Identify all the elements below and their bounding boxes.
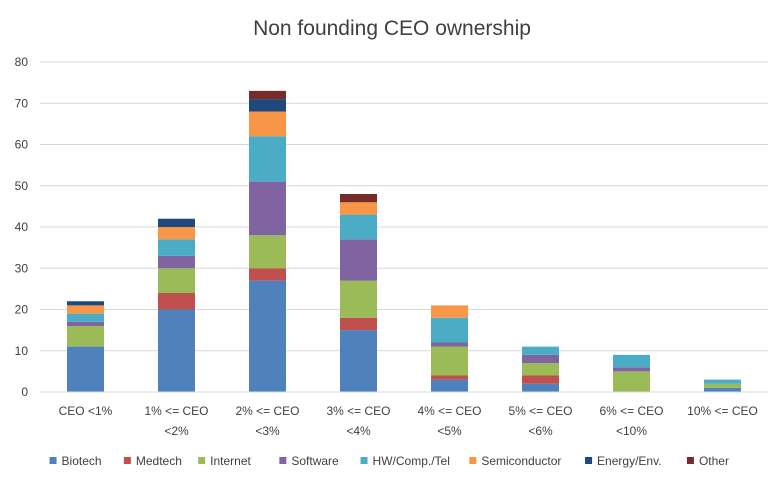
bar-segment bbox=[340, 330, 377, 392]
x-tick-label: 5% <= CEO bbox=[508, 404, 572, 418]
bars bbox=[67, 90, 741, 392]
bar-segment bbox=[67, 326, 104, 347]
bar-segment bbox=[522, 354, 559, 364]
bar-segment bbox=[704, 379, 741, 384]
x-tick-label: <6% bbox=[528, 424, 553, 438]
bar-segment bbox=[522, 346, 559, 355]
y-tick-label: 50 bbox=[15, 179, 29, 193]
bar-segment bbox=[340, 194, 377, 203]
legend-swatch bbox=[686, 457, 694, 464]
bar-segment bbox=[431, 317, 468, 343]
bar-segment bbox=[431, 379, 468, 392]
x-tick-label: CEO <1% bbox=[59, 404, 113, 418]
bar-segment bbox=[158, 309, 195, 392]
bar-segment bbox=[340, 317, 377, 331]
legend-swatch bbox=[360, 457, 368, 464]
legend-label: Software bbox=[291, 454, 339, 468]
bar-segment bbox=[522, 375, 559, 384]
x-tick-label: 6% <= CEO bbox=[599, 404, 663, 418]
bar-segment bbox=[249, 268, 286, 281]
bar-segment bbox=[704, 387, 741, 392]
x-tick-label: <10% bbox=[616, 424, 647, 438]
bar-segment bbox=[340, 202, 377, 215]
legend-label: Energy/Env. bbox=[597, 454, 661, 468]
legend-label: Internet bbox=[210, 454, 251, 468]
bar-segment bbox=[522, 383, 559, 392]
bar-segment bbox=[613, 367, 650, 372]
bar-segment bbox=[340, 214, 377, 240]
legend-swatch bbox=[49, 457, 57, 464]
axes: 0 10 20 30 40 50 60 70 80 CEO <1% 1% <= CEO <2% 2% <… bbox=[15, 55, 768, 438]
bar-segment bbox=[158, 268, 195, 293]
x-tick-label: 1% <= CEO bbox=[144, 404, 208, 418]
legend-swatch bbox=[585, 457, 593, 464]
legend-swatch bbox=[198, 457, 206, 464]
x-tick-label: 10% <= CEO bbox=[687, 404, 758, 418]
bar-segment bbox=[704, 383, 741, 388]
bar-segment bbox=[249, 99, 286, 112]
legend-label: Other bbox=[699, 454, 729, 468]
bar-segment bbox=[522, 363, 559, 376]
gridlines bbox=[40, 61, 768, 352]
bar-segment bbox=[158, 293, 195, 310]
y-tick-label: 60 bbox=[15, 138, 29, 152]
bar-segment bbox=[158, 239, 195, 256]
bar-segment bbox=[340, 239, 377, 281]
legend-label: Biotech bbox=[62, 454, 102, 468]
bar-segment bbox=[340, 280, 377, 318]
x-tick-label: 4% <= CEO bbox=[417, 404, 481, 418]
x-tick-label: <4% bbox=[346, 424, 371, 438]
bar-segment bbox=[67, 346, 104, 392]
y-tick-label: 80 bbox=[15, 55, 29, 69]
legend-label: Medtech bbox=[136, 454, 182, 468]
legend-swatch bbox=[279, 457, 287, 464]
chart-title: Non founding CEO ownership bbox=[253, 17, 531, 40]
y-tick-label: 30 bbox=[15, 261, 29, 275]
bar-segment bbox=[67, 301, 104, 306]
legend-swatch bbox=[123, 457, 131, 464]
legend: Biotech Medtech Internet Software HW/Comp./T… bbox=[49, 454, 729, 468]
bar-segment bbox=[249, 90, 286, 100]
bar-segment bbox=[67, 321, 104, 326]
y-tick-label: 10 bbox=[15, 344, 29, 358]
bar-segment bbox=[67, 305, 104, 314]
bar-segment bbox=[431, 342, 468, 347]
x-tick-label: <2% bbox=[164, 424, 189, 438]
bar-segment bbox=[158, 218, 195, 227]
bar-segment bbox=[431, 305, 468, 318]
bar-segment bbox=[249, 136, 286, 182]
bar-segment bbox=[249, 111, 286, 137]
bar-segment bbox=[158, 227, 195, 240]
y-tick-label: 0 bbox=[21, 385, 28, 399]
x-tick-label: <5% bbox=[437, 424, 462, 438]
x-tick-label: 3% <= CEO bbox=[326, 404, 390, 418]
y-tick-label: 20 bbox=[15, 303, 29, 317]
x-tick-label: 2% <= CEO bbox=[235, 404, 299, 418]
bar-segment bbox=[613, 371, 650, 392]
bar-segment bbox=[431, 375, 468, 380]
bar-segment bbox=[613, 354, 650, 368]
legend-label: HW/Comp./Tel bbox=[373, 454, 450, 468]
bar-segment bbox=[249, 181, 286, 236]
x-tick-label: <3% bbox=[255, 424, 280, 438]
y-tick-label: 70 bbox=[15, 96, 29, 110]
y-tick-label: 40 bbox=[15, 220, 29, 234]
bar-segment bbox=[249, 235, 286, 269]
legend-swatch bbox=[469, 457, 477, 464]
bar-segment bbox=[249, 280, 286, 392]
bar-segment bbox=[431, 346, 468, 376]
bar-segment bbox=[158, 255, 195, 269]
bar-segment bbox=[67, 313, 104, 322]
legend-label: Semiconductor bbox=[481, 454, 561, 468]
